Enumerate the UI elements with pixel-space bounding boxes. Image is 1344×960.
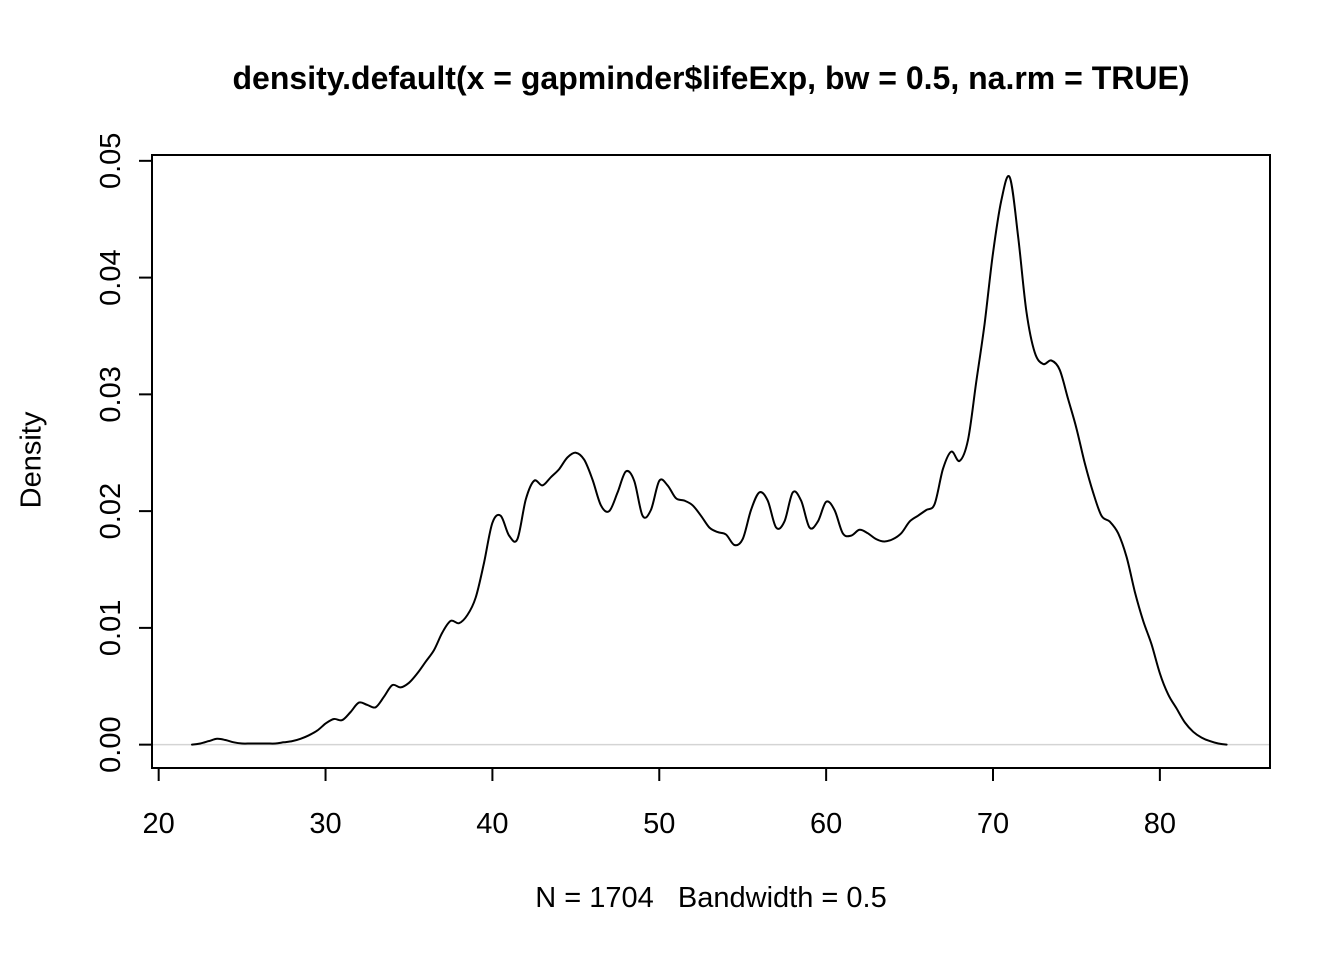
y-tick-label: 0.01 <box>95 600 127 656</box>
x-tick-label: 30 <box>309 808 341 840</box>
x-tick-label: 40 <box>476 808 508 840</box>
x-tick-label: 50 <box>643 808 675 840</box>
y-tick-label: 0.05 <box>95 133 127 189</box>
y-tick-label: 0.03 <box>95 366 127 422</box>
plot-box <box>151 154 1271 769</box>
plot-title: density.default(x = gapminder$lifeExp, b… <box>232 60 1190 96</box>
x-tick-label: 80 <box>1144 808 1176 840</box>
y-tick-label: 0.00 <box>95 716 127 772</box>
x-axis-label: N = 1704 Bandwidth = 0.5 <box>535 882 887 914</box>
y-tick-label: 0.04 <box>95 249 127 305</box>
x-tick-label: 20 <box>143 808 175 840</box>
density-curve <box>191 174 1228 746</box>
y-tick-label: 0.02 <box>95 483 127 539</box>
x-tick-label: 60 <box>810 808 842 840</box>
x-tick-label: 70 <box>977 808 1009 840</box>
